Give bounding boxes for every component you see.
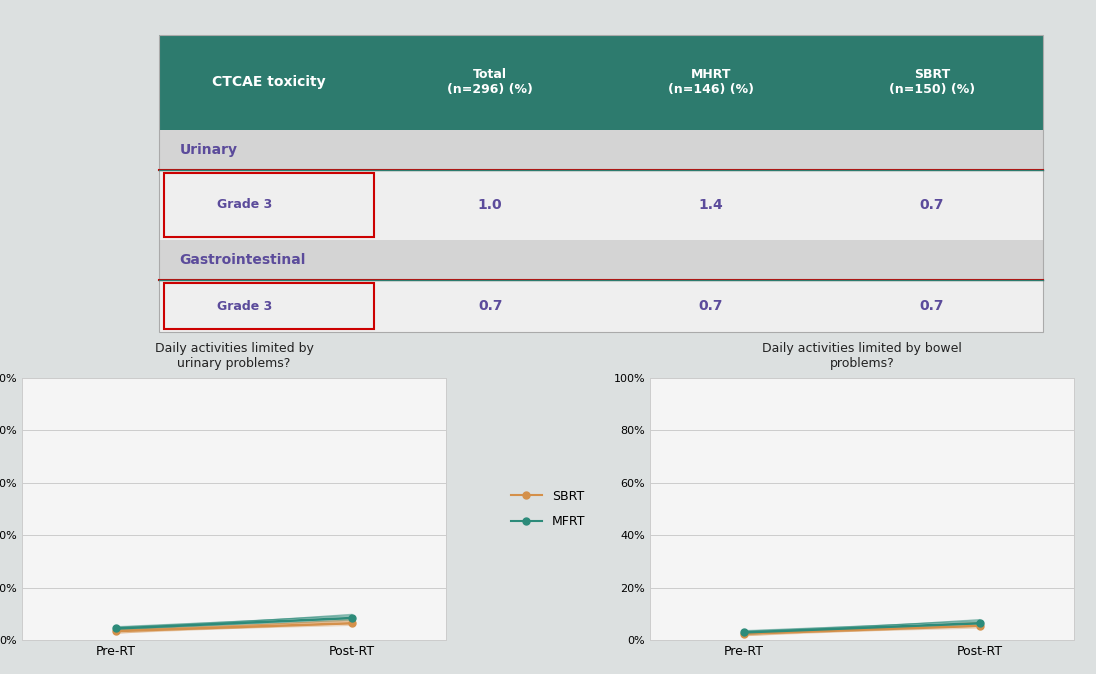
Text: MHRT
(n=146) (%): MHRT (n=146) (%) <box>669 68 754 96</box>
Text: 0.7: 0.7 <box>920 198 945 212</box>
Text: 1.0: 1.0 <box>478 198 502 212</box>
FancyBboxPatch shape <box>159 280 1042 332</box>
FancyBboxPatch shape <box>159 240 1042 280</box>
Text: CTCAE toxicity: CTCAE toxicity <box>213 75 326 89</box>
Title: Daily activities limited by
urinary problems?: Daily activities limited by urinary prob… <box>155 342 313 370</box>
Legend: SBRT, MFRT: SBRT, MFRT <box>505 485 591 533</box>
Text: 0.7: 0.7 <box>699 299 723 313</box>
Text: Grade 3: Grade 3 <box>217 199 272 212</box>
Title: Daily activities limited by bowel
problems?: Daily activities limited by bowel proble… <box>762 342 962 370</box>
Text: Gastrointestinal: Gastrointestinal <box>180 253 306 267</box>
Text: Grade 3: Grade 3 <box>217 299 272 313</box>
Text: SBRT
(n=150) (%): SBRT (n=150) (%) <box>889 68 975 96</box>
Text: 0.7: 0.7 <box>478 299 502 313</box>
Text: Total
(n=296) (%): Total (n=296) (%) <box>447 68 533 96</box>
Text: Urinary: Urinary <box>180 143 238 157</box>
Text: 1.4: 1.4 <box>699 198 723 212</box>
FancyBboxPatch shape <box>159 130 1042 171</box>
Text: 0.7: 0.7 <box>920 299 945 313</box>
FancyBboxPatch shape <box>159 34 1042 130</box>
FancyBboxPatch shape <box>159 171 1042 240</box>
